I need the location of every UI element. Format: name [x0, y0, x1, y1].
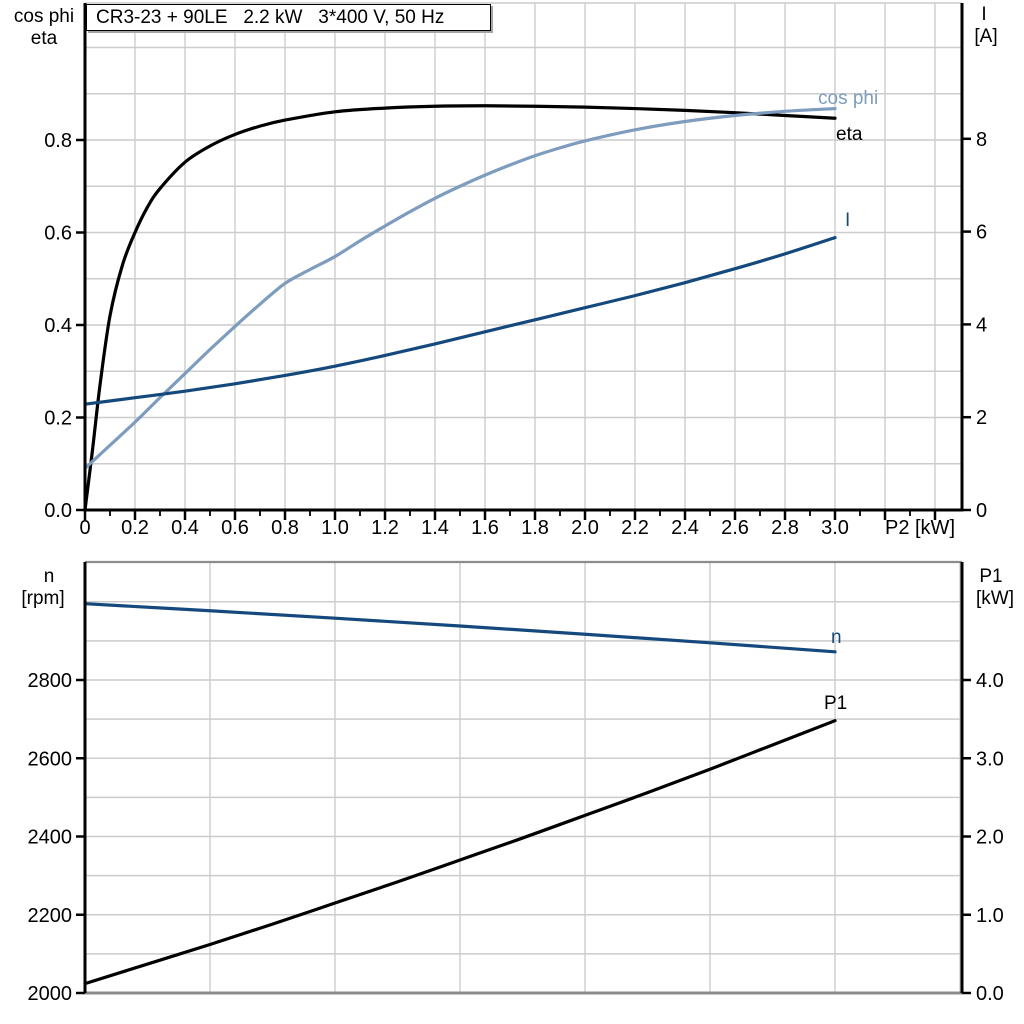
x-axis-tick-label: 0.8: [271, 517, 299, 539]
x-axis-tick-label: 2.4: [671, 517, 699, 539]
right-axis-tick-label: 1.0: [976, 905, 1004, 927]
eta-curve: [83, 104, 837, 512]
I-curve-label: I: [845, 210, 850, 231]
left-axis-ticks: 0.0 0.2 0.4 0.6 0.8: [44, 130, 85, 522]
I-curve: [83, 236, 837, 406]
P1-curve-label: P1: [824, 693, 847, 714]
left-axis-tick-label: 0.4: [44, 315, 72, 337]
grid-lines: [85, 3, 962, 510]
x-axis-tick-label: 1.8: [521, 517, 549, 539]
x-axis-ticks: 0 0.2 0.4 0.6 0.8 1.0 1.2 1.4 1.6 1.8 2.0 2.2 2.4 2.6…: [79, 510, 955, 539]
left-axis-title: n: [44, 566, 55, 587]
grid-lines: [85, 562, 962, 993]
right-axis-title: [kW]: [976, 588, 1014, 609]
left-axis-tick-label: 2400: [28, 827, 73, 849]
left-axis-tick-label: 0.0: [44, 500, 72, 522]
cos-phi-curve: [83, 106, 837, 470]
left-axis-tick-label: 2200: [28, 905, 73, 927]
x-axis-tick-label: 1.6: [471, 517, 499, 539]
left-axis-tick-label: 0.8: [44, 130, 72, 152]
cos-phi-curve-label: cos phi: [818, 88, 878, 109]
right-axis-ticks: 0.0 1.0 2.0 3.0 4.0: [962, 670, 1004, 1005]
n-curve-label: n: [831, 627, 842, 648]
x-axis-tick-label: 0: [79, 517, 90, 539]
left-axis-tick-label: 2800: [28, 670, 73, 692]
left-axis-ticks: 2000 2200 2400 2600 2800: [28, 670, 85, 1005]
n-curve: [83, 602, 837, 654]
x-axis-tick-label: 0.6: [221, 517, 249, 539]
x-axis-tick-label: 1.2: [371, 517, 399, 539]
left-axis-tick-label: 0.6: [44, 223, 72, 245]
right-axis-title: [A]: [974, 26, 997, 47]
right-axis-ticks: 0 2 4 6 8: [962, 129, 987, 522]
right-axis-tick-label: 0.0: [976, 983, 1004, 1005]
x-axis-tick-label: 0.4: [171, 517, 199, 539]
right-axis-tick-label: 6: [976, 222, 987, 244]
x-axis-tick-label: 3.0: [821, 517, 849, 539]
right-axis-tick-label: 3.0: [976, 748, 1004, 770]
x-axis-tick-label: 0.2: [121, 517, 149, 539]
bottom-chart: 200022002400260028000.01.02.03.04.0n[rpm…: [21, 560, 1014, 1005]
series-curves: [83, 104, 837, 512]
x-axis-tick-label: 2.0: [571, 517, 599, 539]
left-axis-title: cos phi: [14, 6, 74, 27]
x-axis-title: P2 [kW]: [885, 517, 955, 539]
right-axis-title: P1: [979, 566, 1002, 587]
x-axis-tick-label: 2.2: [621, 517, 649, 539]
top-chart: 0.0 0.2 0.4 0.6 0.8 0 2 4 6 8 0 0.2 0.4 0.6 0.8 1.0 1.2 1…: [14, 2, 998, 539]
P1-curve: [83, 719, 837, 986]
x-axis-tick-label: 1.4: [421, 517, 449, 539]
left-axis-tick-label: 2000: [28, 983, 73, 1005]
right-axis-tick-label: 8: [976, 129, 987, 151]
left-axis-tick-label: 0.2: [44, 408, 72, 430]
right-axis-tick-label: 0: [976, 500, 987, 522]
x-axis-tick-label: 2.6: [721, 517, 749, 539]
eta-curve-label: eta: [836, 124, 863, 145]
right-axis-tick-label: 2: [976, 407, 987, 429]
right-axis-tick-label: 2.0: [976, 827, 1004, 849]
left-axis-title: eta: [31, 28, 58, 49]
x-axis-tick-label: 1.0: [321, 517, 349, 539]
left-axis-tick-label: 2600: [28, 748, 73, 770]
series-curves: [83, 602, 837, 986]
chart-title-box: CR3-23 + 90LE 2.2 kW 3*400 V, 50 Hz: [86, 4, 491, 31]
right-axis-tick-label: 4: [976, 314, 987, 336]
right-axis-tick-label: 4.0: [976, 670, 1004, 692]
right-axis-title: I: [981, 4, 986, 25]
left-axis-title: [rpm]: [21, 588, 64, 609]
x-axis-tick-label: 2.8: [771, 517, 799, 539]
